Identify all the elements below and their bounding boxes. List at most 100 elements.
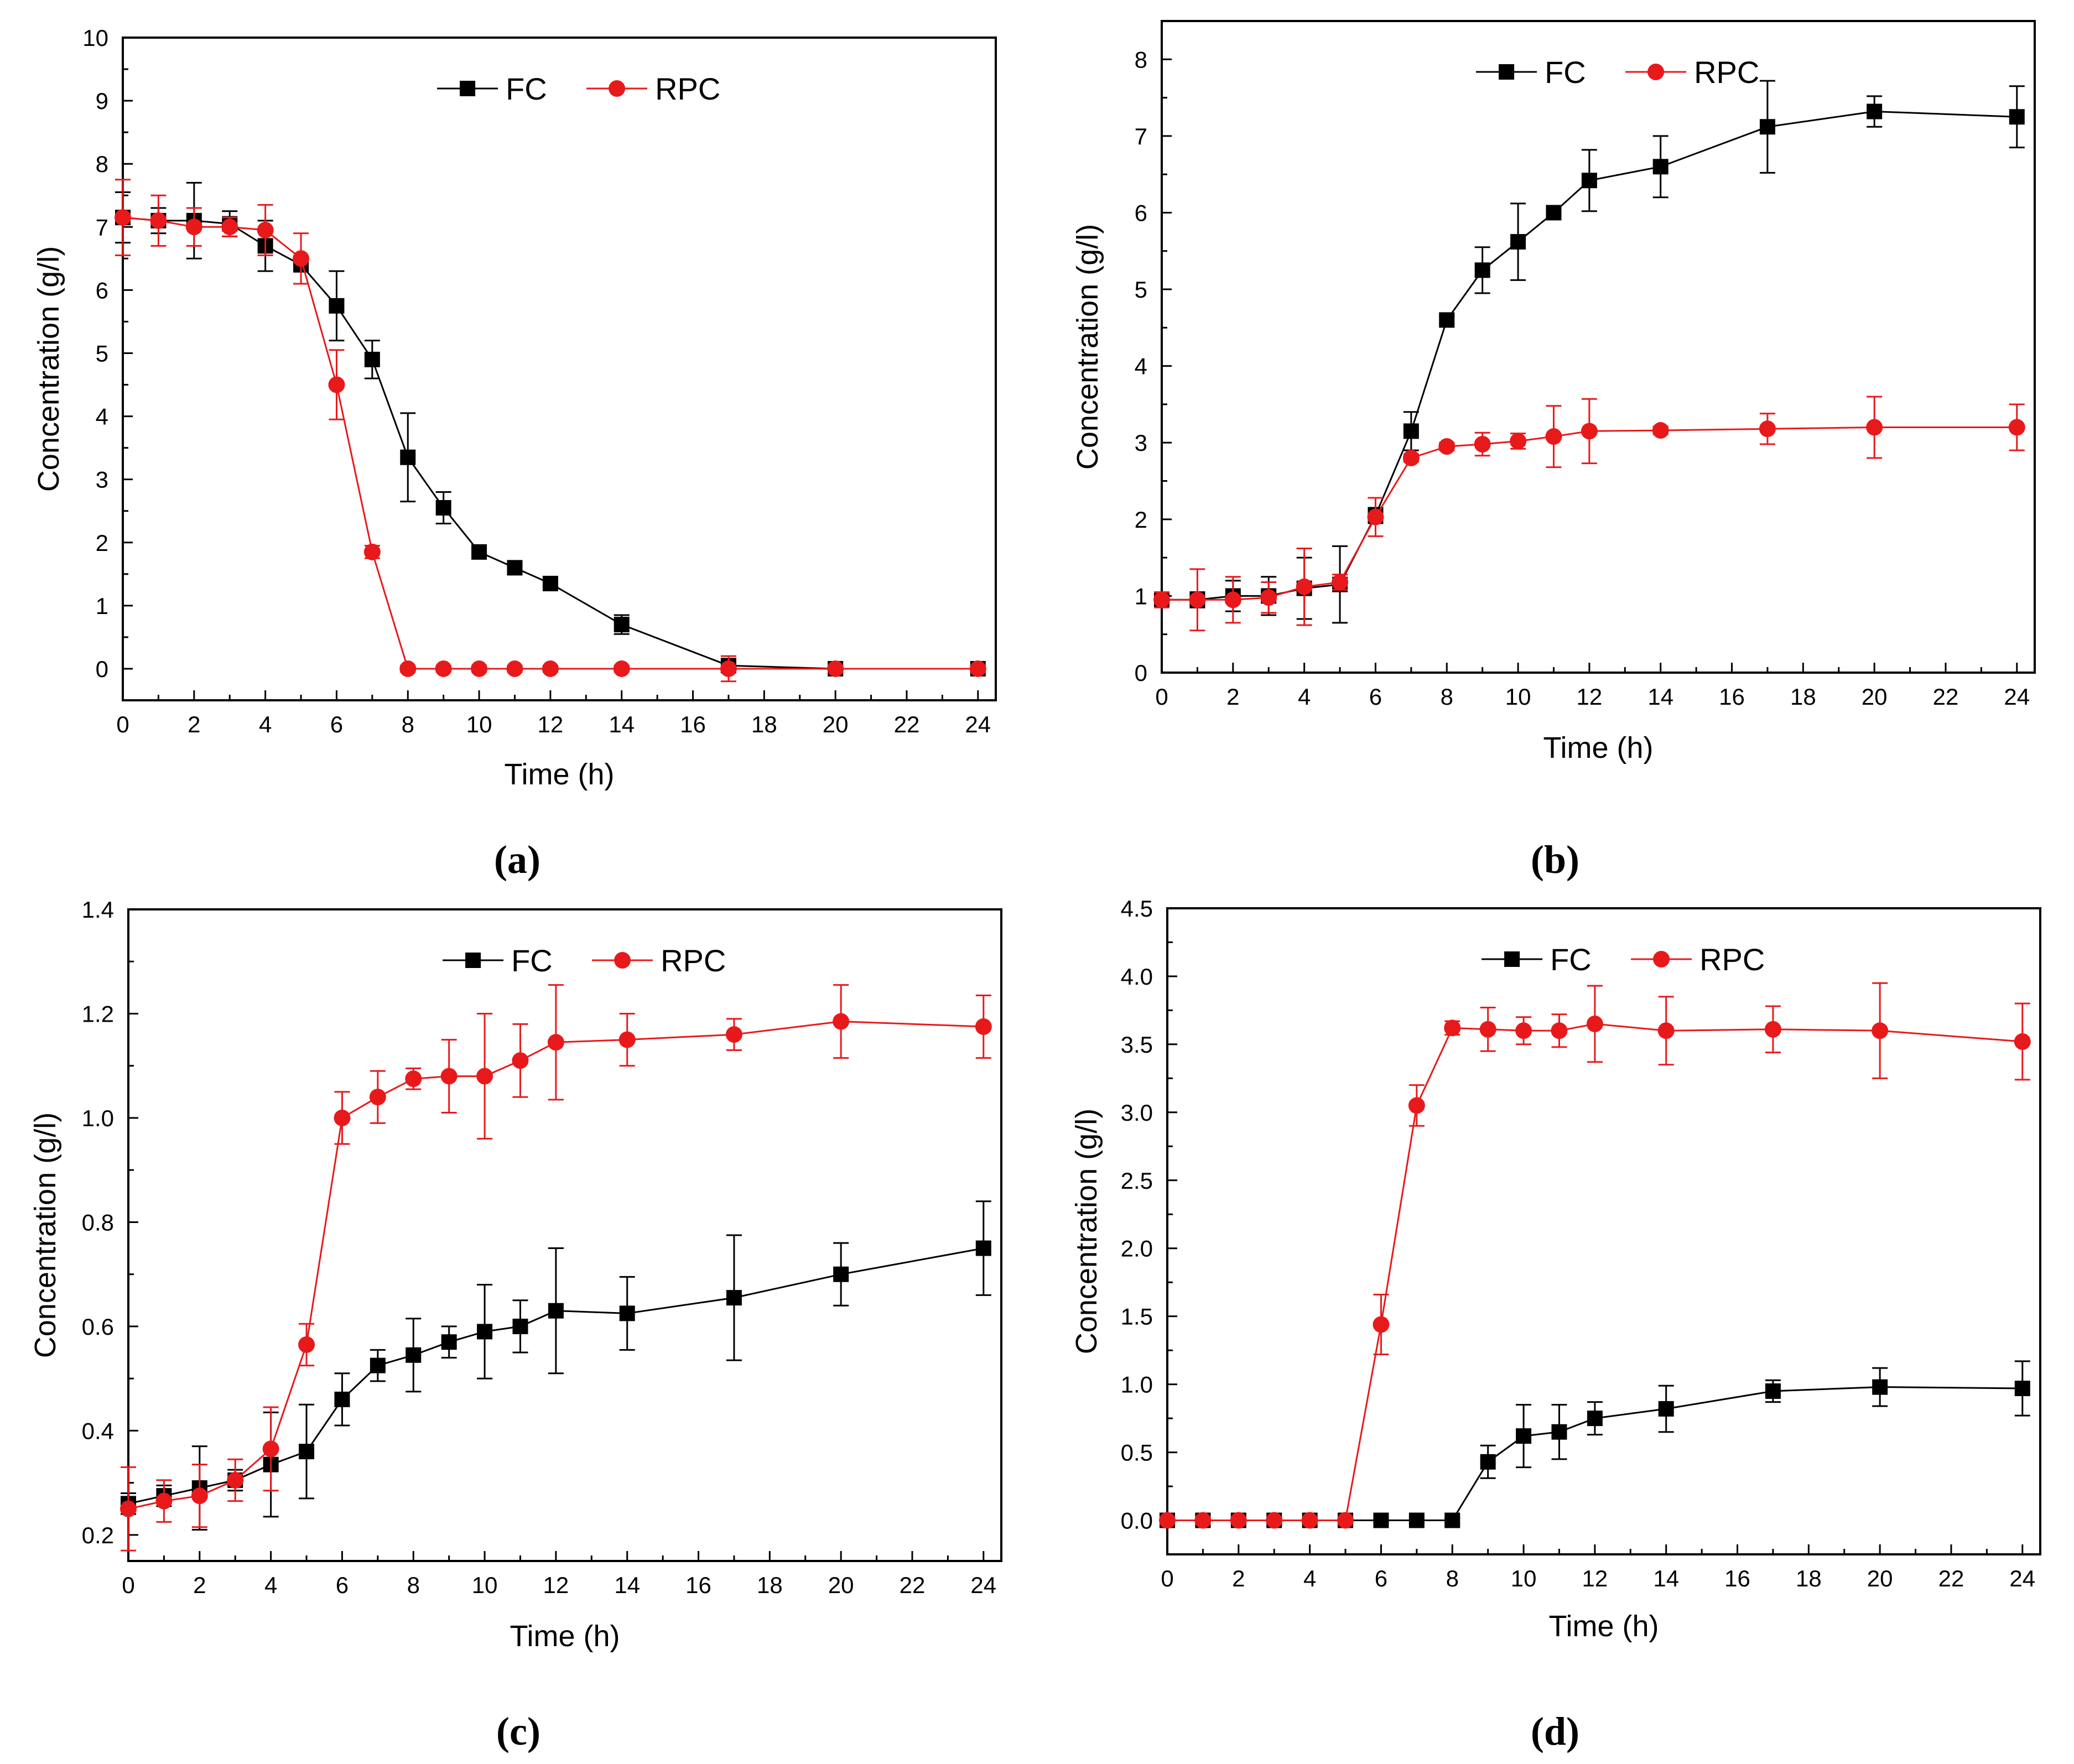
caption: (b)	[1531, 837, 1579, 882]
chart-c-svg: 0 2 4 6 8 10 12 14 16 18 20 22 240.20.40.60.81.01.21…	[29, 897, 1002, 1753]
data-point-rpc	[833, 1013, 850, 1030]
data-point-rpc	[547, 1034, 564, 1051]
data-point-rpc	[471, 660, 488, 677]
series-line-rpc	[122, 216, 978, 670]
x-tick-label: 20	[1862, 684, 1888, 710]
x-tick-label: 0	[1161, 1565, 1173, 1591]
ticks: 0 2 4 6 8 10 12 14 16 18 20 22 240.00.51.01.52.02.53…	[1121, 896, 2036, 1591]
x-tick-label: 20	[828, 1572, 854, 1598]
data-point-rpc	[2008, 419, 2025, 436]
data-point-fc	[1765, 1383, 1781, 1399]
data-point-rpc	[1260, 589, 1277, 606]
data-point-fc	[1480, 1454, 1496, 1470]
data-point-rpc	[1402, 449, 1420, 466]
data-point-rpc	[1224, 591, 1241, 608]
y-tick-label: 1.2	[82, 1001, 114, 1027]
legend-marker-fc	[465, 953, 481, 968]
data-point-rpc	[1444, 1019, 1461, 1037]
legend-marker-rpc	[614, 952, 631, 969]
legend-marker-fc	[1504, 951, 1520, 967]
legend: FC RPC	[1482, 942, 1765, 977]
x-tick-label: 14	[1647, 684, 1673, 710]
data-point-rpc	[725, 1026, 742, 1043]
y-tick-label: 0	[1135, 660, 1147, 686]
data-point-fc	[614, 617, 630, 633]
x-tick-label: 24	[965, 711, 991, 737]
data-point-rpc	[115, 209, 131, 226]
x-tick-label: 2	[1232, 1565, 1245, 1591]
y-tick-label: 3.0	[1121, 1100, 1153, 1126]
caption: (a)	[494, 837, 540, 882]
x-tick-label: 10	[1505, 684, 1531, 710]
data-point-fc	[1658, 1401, 1674, 1417]
data-point-rpc	[1373, 1316, 1390, 1333]
legend: FC RPC	[443, 943, 726, 978]
y-tick-label: 4.0	[1121, 964, 1153, 990]
data-point-rpc	[1586, 1016, 1603, 1033]
data-point-fc	[1474, 262, 1490, 278]
data-point-rpc	[827, 660, 844, 677]
legend-marker-rpc	[609, 80, 626, 97]
y-tick-label: 0.2	[82, 1522, 114, 1548]
data-point-rpc	[1194, 1512, 1212, 1529]
y-tick-label: 5	[96, 340, 108, 366]
data-point-rpc	[1230, 1512, 1247, 1529]
legend-label-fc: FC	[506, 71, 547, 106]
data-point-fc	[364, 351, 380, 367]
data-point-rpc	[1189, 591, 1206, 608]
data-point-rpc	[1515, 1022, 1532, 1039]
x-tick-label: 6	[336, 1572, 349, 1598]
y-tick-label: 3	[1135, 430, 1147, 456]
x-tick-label: 2	[188, 711, 200, 737]
y-tick-label: 4	[96, 404, 108, 430]
data-point-rpc	[1764, 1021, 1781, 1038]
x-tick-label: 18	[1790, 684, 1816, 710]
y-tick-label: 0.8	[82, 1209, 114, 1235]
x-tick-label: 16	[1724, 1565, 1750, 1591]
x-tick-label: 14	[1653, 1565, 1679, 1591]
legend-label-fc: FC	[511, 943, 553, 978]
y-tick-label: 0.4	[82, 1418, 114, 1444]
data-point-rpc	[185, 218, 202, 236]
x-tick-label: 16	[1719, 684, 1745, 710]
x-tick-label: 6	[1375, 1565, 1387, 1591]
data-point-fc	[370, 1357, 386, 1373]
y-tick-label: 0.0	[1121, 1508, 1153, 1534]
y-tick-label: 0.6	[82, 1314, 114, 1340]
x-tick-label: 24	[2009, 1565, 2035, 1591]
series-line-rpc	[1167, 1023, 2023, 1521]
data-point-rpc	[298, 1336, 315, 1353]
y-tick-label: 2.0	[1121, 1236, 1153, 1262]
data-point-fc	[1872, 1379, 1888, 1395]
legend-label-rpc: RPC	[655, 71, 720, 106]
data-point-rpc	[1408, 1097, 1425, 1114]
legend-marker-fc	[1499, 64, 1515, 80]
legend-marker-fc	[460, 81, 476, 96]
x-tick-label: 16	[680, 711, 706, 737]
y-tick-label: 2	[1135, 507, 1147, 533]
data-point-rpc	[542, 660, 559, 677]
y-tick-label: 1.0	[82, 1105, 114, 1131]
y-tick-label: 7	[96, 214, 108, 240]
data-point-rpc	[506, 660, 523, 677]
data-point-rpc	[2014, 1033, 2031, 1050]
data-point-fc	[1373, 1512, 1389, 1528]
x-tick-label: 8	[1441, 684, 1453, 710]
x-tick-label: 22	[900, 1572, 926, 1598]
data-point-fc	[1587, 1411, 1603, 1427]
x-tick-label: 12	[1577, 684, 1603, 710]
data-point-fc	[1439, 312, 1455, 328]
data-point-rpc	[1581, 423, 1598, 440]
panel-d: 0 2 4 6 8 10 12 14 16 18 20 22 24 0.0 0.5 1.0 1.5 2.0 2.5 3…	[1037, 882, 2073, 1763]
data-point-rpc	[262, 1440, 279, 1458]
ticks: 0 2 4 6 8 10 12 14 16 18 20 22 240.20.40.60.81.01.21…	[82, 897, 997, 1598]
data-point-rpc	[1866, 419, 1883, 436]
x-tick-label: 4	[259, 711, 272, 737]
y-tick-label: 1.4	[82, 897, 114, 923]
data-point-rpc	[221, 218, 238, 236]
data-point-rpc	[1652, 422, 1669, 439]
x-tick-label: 20	[823, 711, 849, 737]
data-point-rpc	[1872, 1022, 1889, 1039]
data-point-fc	[299, 1444, 315, 1460]
